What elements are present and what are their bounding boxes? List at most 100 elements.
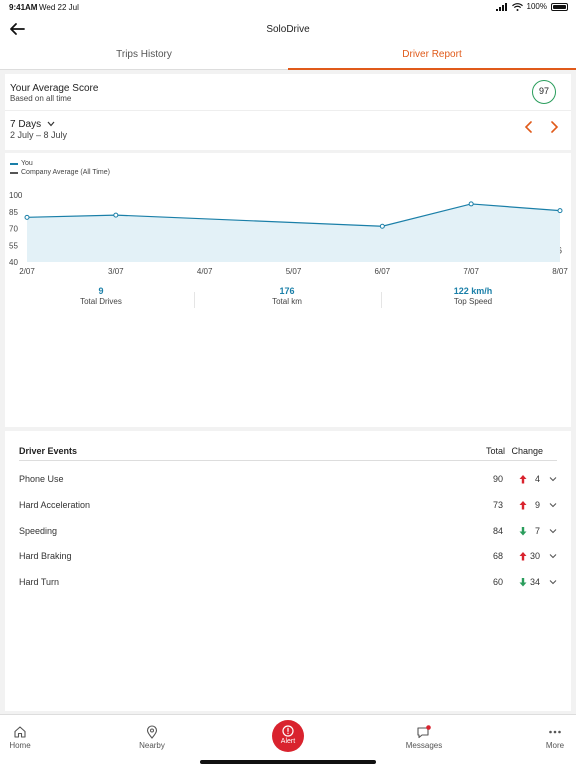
tab-more-label: More: [545, 741, 565, 750]
stat-top-speed: 122 km/h Top Speed: [380, 286, 566, 306]
event-row[interactable]: Hard Turn 60 34: [19, 572, 557, 592]
x-tick-label: 6/07: [375, 267, 391, 276]
events-header: Driver Events Total Change: [19, 441, 557, 461]
legend-you-label: You: [21, 160, 33, 167]
y-tick-label: 40: [9, 258, 18, 267]
y-tick-label: 100: [9, 191, 23, 200]
home-icon: [14, 726, 26, 738]
event-row[interactable]: Phone Use 90 4: [19, 469, 557, 489]
event-change: 9: [534, 499, 540, 510]
event-name: Phone Use: [19, 474, 64, 484]
status-time: 9:41AM: [9, 3, 38, 12]
stat-total-km: 176 Total km: [194, 286, 380, 306]
stat-value: 122 km/h: [453, 286, 493, 296]
message-icon: [417, 725, 431, 739]
divider: [381, 292, 382, 308]
tab-nearby[interactable]: Nearby: [124, 725, 180, 750]
chevron-right-icon[interactable]: [547, 120, 561, 134]
tab-messages[interactable]: Messages: [396, 725, 452, 750]
tab-more[interactable]: More: [527, 725, 576, 750]
score-card: Your Average Score Based on all time 97 …: [5, 74, 571, 150]
event-change: 34: [529, 577, 540, 588]
score-title: Your Average Score: [10, 83, 99, 94]
x-tick-label: 8/07: [552, 267, 568, 276]
chevron-down-icon: [549, 502, 557, 508]
x-tick-label: 2/07: [19, 267, 35, 276]
segment-tabs: Trips History Driver Report: [0, 46, 576, 70]
event-row[interactable]: Hard Acceleration 73 9: [19, 495, 557, 515]
app-title: SoloDrive: [266, 24, 310, 35]
period-selector[interactable]: 7 Days: [10, 119, 55, 130]
arrow-up-icon: [519, 475, 527, 484]
x-tick-label: 4/07: [197, 267, 213, 276]
you-area-fill: [27, 203, 560, 262]
stat-value: 176: [279, 286, 295, 296]
status-bar: 9:41AM Wed 22 Jul 100%: [0, 0, 576, 14]
tab-nearby-label: Nearby: [139, 741, 165, 750]
battery-percent: 100%: [526, 2, 547, 11]
home-indicator: [200, 760, 376, 764]
tab-driver-report[interactable]: Driver Report: [288, 46, 576, 70]
legend-company: Company Average (All Time): [10, 169, 110, 176]
chevron-down-icon: [549, 554, 557, 559]
battery-fill: [553, 4, 566, 9]
divider: [5, 110, 571, 111]
event-name: Speeding: [19, 525, 58, 536]
score-subtitle: Based on all time: [10, 94, 72, 103]
back-arrow-icon[interactable]: [8, 20, 26, 38]
y-tick-label: 70: [9, 225, 18, 234]
stat-label: Total km: [272, 297, 302, 306]
arrow-down-icon: [519, 526, 527, 536]
signal-icon: [495, 2, 507, 11]
event-change: 7: [534, 525, 540, 536]
events-col-change: Change: [511, 446, 543, 456]
you-data-point: [113, 212, 119, 218]
nav-bar: SoloDrive: [0, 14, 576, 46]
event-total: 68: [492, 551, 503, 562]
stat-label: Top Speed: [453, 297, 493, 306]
you-data-point: [468, 201, 474, 207]
period-label: 7 Days: [10, 119, 42, 130]
event-row[interactable]: Hard Braking 68 30: [19, 546, 557, 566]
stat-value: 9: [98, 286, 104, 296]
event-total: 60: [492, 577, 503, 588]
event-change: 30: [529, 551, 540, 562]
x-tick-label: 3/07: [108, 267, 124, 276]
score-line-chart: 100857055402/073/074/075/076/077/078/074…: [9, 191, 568, 276]
stat-total-drives: 9 Total Drives: [8, 286, 194, 306]
arrow-up-icon: [519, 552, 527, 561]
x-tick-label: 5/07: [286, 267, 302, 276]
legend-you: You: [10, 160, 33, 167]
event-row[interactable]: Speeding 84 7: [19, 521, 557, 541]
chevron-down-icon: [549, 580, 557, 585]
arrow-up-icon: [519, 500, 527, 510]
driver-events-card: Driver Events Total Change Phone Use 90 4 H…: [5, 431, 571, 711]
divider: [194, 292, 195, 308]
you-data-point: [24, 214, 30, 220]
alert-button[interactable]: Alert: [272, 720, 304, 752]
wifi-icon: [511, 2, 523, 11]
legend-company-label: Company Average (All Time): [21, 169, 110, 176]
tab-home[interactable]: Home: [0, 725, 48, 750]
you-data-point: [557, 208, 563, 214]
arrow-down-icon: [519, 578, 527, 587]
y-tick-label: 55: [9, 241, 18, 250]
score-badge: 97: [532, 80, 556, 104]
event-total: 73: [492, 499, 503, 510]
battery-icon: [551, 2, 568, 11]
event-name: Hard Braking: [19, 551, 72, 562]
chevron-left-icon[interactable]: [522, 120, 536, 134]
event-total: 90: [492, 474, 503, 484]
event-change: 4: [534, 474, 540, 484]
tab-messages-label: Messages: [405, 741, 443, 750]
legend-swatch-you: [10, 162, 18, 165]
status-date: Wed 22 Jul: [39, 3, 79, 12]
events-col-total: Total: [485, 446, 505, 456]
y-tick-label: 85: [9, 208, 18, 217]
events-title: Driver Events: [19, 446, 78, 456]
event-total: 84: [492, 525, 503, 536]
chevron-down-icon: [47, 121, 55, 127]
event-name: Hard Acceleration: [19, 499, 91, 510]
stat-label: Total Drives: [80, 297, 122, 306]
tab-trips-history[interactable]: Trips History: [116, 49, 172, 60]
